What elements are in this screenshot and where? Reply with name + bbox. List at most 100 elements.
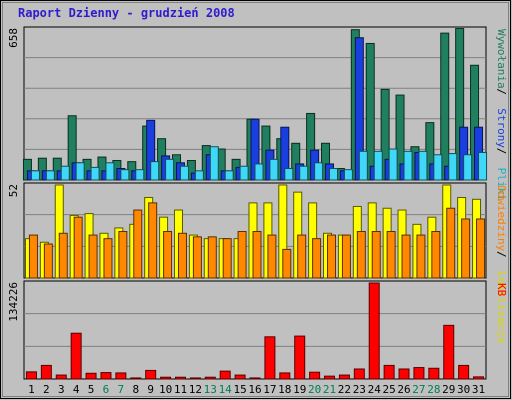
x-tick-label: 27 [412,383,425,396]
bar-kb-10 [160,376,172,380]
bar-kb-25 [383,364,395,380]
bar-lokalizacje-17 [267,234,277,279]
bar-pliki-15 [239,165,249,181]
bar-kb-23 [353,368,365,380]
bar-lokalizacje-3 [58,232,68,279]
panel-2: 52 Odwiedziny / Lokalizacje [7,182,508,344]
bar-pliki-20 [314,162,324,181]
bar-pliki-25 [388,148,398,181]
x-tick-label: 1 [28,383,35,396]
bar-pliki-26 [403,150,413,181]
series-labels: Odwiedziny / Lokalizacje [495,185,508,344]
bar-kb-19 [294,335,306,380]
bar-kb-22 [338,374,350,380]
bar-kb-4 [70,332,82,380]
bar-lokalizacje-16 [252,231,262,279]
bar-lokalizacje-18 [282,248,292,279]
series-separator: / [495,251,508,258]
bar-pliki-28 [433,154,443,181]
x-tick-label: 20 [308,383,321,396]
x-tick-label: 6 [103,383,110,396]
bar-pliki-11 [179,165,189,181]
bar-pliki-4 [75,162,85,181]
bar-kb-28 [428,367,440,380]
series-label-3: Pliki [495,168,508,201]
inner-frame [2,2,509,397]
bar-pliki-29 [448,153,458,181]
bar-pliki-12 [194,170,204,181]
bar-kb-17 [264,336,276,380]
bar-lokalizacje-20 [312,238,322,279]
x-tick-label: 11 [174,383,187,396]
bar-lokalizacje-28 [431,231,441,279]
bar-pliki-16 [254,163,264,181]
x-tick-label: 2 [43,383,50,396]
x-tick-label: 29 [442,383,455,396]
x-tick-label: 15 [233,383,246,396]
series-label-1: Wywołania [495,29,508,89]
bar-pliki-3 [60,165,70,181]
x-tick-label: 25 [383,383,396,396]
bar-pliki-9 [150,161,160,181]
bar-pliki-10 [165,158,175,181]
bar-kb-26 [398,368,410,380]
x-tick-label: 9 [147,383,154,396]
bar-lokalizacje-9 [148,202,158,279]
x-tick-label: 14 [219,383,233,396]
bar-lokalizacje-11 [177,232,187,279]
x-tick-label: 4 [73,383,80,396]
bar-kb-3 [55,374,67,380]
bar-lokalizacje-29 [446,207,456,279]
x-axis-labels: 1 2 3 4 5 6 7 8 9 10 11 12 13 14 15 16 17 18 19 20 21 22 23 24 2… [28,383,485,396]
x-tick-label: 19 [293,383,306,396]
bar-lokalizacje-5 [88,234,98,279]
bar-pliki-2 [45,170,55,181]
x-tick-label: 17 [263,383,276,396]
bar-pliki-22 [343,169,353,181]
x-tick-label: 31 [472,383,485,396]
bar-kb-30 [458,364,470,380]
x-tick-label: 30 [457,383,470,396]
bar-lokalizacje-22 [341,234,351,279]
panel-frame [23,280,487,380]
bar-lokalizacje-25 [386,231,396,279]
panel-3: 134226 KB [7,280,508,380]
bar-kb-18 [279,372,291,380]
x-tick-label: 24 [368,383,382,396]
series-labels: KB [495,283,508,297]
x-tick-label: 21 [323,383,336,396]
bar-lokalizacje-21 [327,234,337,279]
bar-lokalizacje-15 [237,231,247,279]
bar-lokalizacje-27 [416,234,426,279]
x-tick-label: 12 [189,383,202,396]
bar-lokalizacje-4 [73,216,83,279]
bar-pliki-6 [105,162,115,181]
bar-kb-2 [40,364,52,380]
bar-lokalizacje-26 [401,234,411,279]
bar-kb-24 [368,282,380,380]
bar-kb-6 [100,372,112,380]
bar-pliki-21 [329,168,339,181]
x-tick-label: 28 [427,383,440,396]
x-tick-label: 22 [338,383,351,396]
chart-title: Raport Dzienny - grudzień 2008 [18,6,235,20]
bar-kb-20 [309,371,321,380]
bar-lokalizacje-7 [118,231,128,279]
bar-lokalizacje-2 [43,243,53,279]
x-tick-label: 8 [132,383,139,396]
bar-kb-21 [324,375,336,380]
series-label-1: Odwiedziny [495,185,508,252]
panel-1: 658 Wywołania / Strony / Pliki [7,26,508,201]
bar-pliki-27 [418,150,428,181]
x-tick-label: 23 [353,383,366,396]
series-label-2: Strony [495,108,508,148]
x-tick-label: 18 [278,383,291,396]
bar-kb-16 [249,377,261,380]
bar-lokalizacje-14 [222,238,232,279]
bar-lokalizacje-13 [207,236,217,279]
x-tick-label: 3 [58,383,65,396]
bar-pliki-7 [120,169,130,181]
bar-pliki-31 [478,151,488,181]
